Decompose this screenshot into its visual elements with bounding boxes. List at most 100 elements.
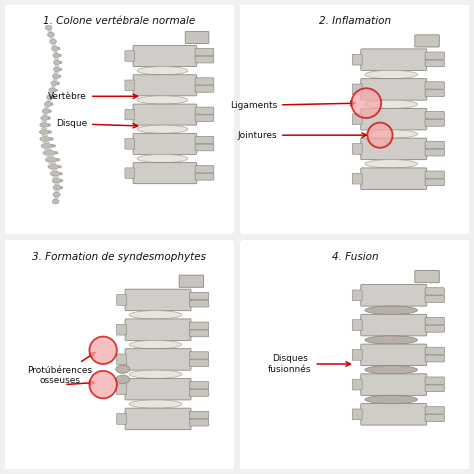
FancyBboxPatch shape [425,171,445,178]
Text: 4. Fusion: 4. Fusion [331,252,378,262]
FancyBboxPatch shape [361,374,427,395]
FancyBboxPatch shape [361,284,427,306]
Circle shape [90,371,117,398]
Ellipse shape [365,306,418,314]
Ellipse shape [46,157,57,162]
FancyBboxPatch shape [425,179,445,186]
Ellipse shape [51,86,55,87]
Ellipse shape [45,102,51,107]
Ellipse shape [54,51,58,53]
FancyBboxPatch shape [195,48,214,56]
Ellipse shape [365,100,418,109]
Ellipse shape [58,54,61,57]
FancyBboxPatch shape [425,407,445,414]
Ellipse shape [51,145,56,147]
Ellipse shape [54,197,59,199]
Ellipse shape [54,60,60,65]
Text: Ligaments: Ligaments [230,101,355,110]
FancyBboxPatch shape [425,385,445,392]
Ellipse shape [116,365,130,374]
Ellipse shape [43,114,47,115]
FancyBboxPatch shape [425,111,445,119]
FancyBboxPatch shape [425,415,445,421]
Ellipse shape [48,110,52,112]
FancyBboxPatch shape [195,166,214,173]
Ellipse shape [365,70,418,79]
Ellipse shape [41,116,49,120]
FancyBboxPatch shape [125,378,191,400]
Ellipse shape [39,129,49,134]
FancyBboxPatch shape [361,49,427,71]
Ellipse shape [52,46,58,51]
Ellipse shape [137,155,188,163]
FancyBboxPatch shape [361,314,427,336]
FancyBboxPatch shape [425,82,445,89]
Ellipse shape [365,160,418,168]
Ellipse shape [50,103,53,105]
Ellipse shape [59,179,63,182]
Text: Protúbérences
osseuses: Protúbérences osseuses [27,353,95,385]
FancyBboxPatch shape [117,324,127,335]
FancyBboxPatch shape [352,144,362,154]
Circle shape [351,88,381,118]
Ellipse shape [116,375,130,383]
Ellipse shape [52,199,59,204]
FancyBboxPatch shape [125,51,135,61]
FancyBboxPatch shape [352,349,362,360]
Circle shape [90,337,117,364]
Ellipse shape [56,82,59,84]
Text: Vertèbre: Vertèbre [48,92,137,101]
Ellipse shape [55,158,60,161]
FancyBboxPatch shape [133,75,197,96]
Ellipse shape [54,72,59,73]
Ellipse shape [53,152,58,154]
FancyBboxPatch shape [125,319,191,340]
Ellipse shape [53,74,59,79]
FancyBboxPatch shape [125,289,191,310]
FancyBboxPatch shape [361,168,427,190]
FancyBboxPatch shape [190,322,209,329]
FancyBboxPatch shape [352,379,362,390]
Ellipse shape [365,130,418,138]
FancyBboxPatch shape [133,163,197,184]
FancyBboxPatch shape [133,46,197,66]
Text: 3. Formation de syndesmophytes: 3. Formation de syndesmophytes [32,252,206,262]
Ellipse shape [365,395,418,404]
Ellipse shape [50,37,54,39]
FancyBboxPatch shape [185,32,209,44]
FancyBboxPatch shape [195,78,214,85]
Ellipse shape [41,144,53,148]
Ellipse shape [42,121,47,122]
Text: 2. Inflamation: 2. Inflamation [319,16,391,26]
FancyBboxPatch shape [425,318,445,325]
FancyBboxPatch shape [352,55,362,65]
Ellipse shape [129,400,182,408]
FancyBboxPatch shape [125,168,135,178]
Ellipse shape [55,58,59,60]
FancyBboxPatch shape [425,377,445,384]
FancyBboxPatch shape [361,109,427,130]
FancyBboxPatch shape [239,239,471,471]
Ellipse shape [365,336,418,344]
Ellipse shape [52,178,61,183]
Ellipse shape [57,47,60,50]
FancyBboxPatch shape [425,149,445,156]
Ellipse shape [49,93,54,94]
FancyBboxPatch shape [190,300,209,307]
FancyBboxPatch shape [425,52,445,59]
Ellipse shape [129,370,182,378]
Ellipse shape [57,165,62,168]
Ellipse shape [46,155,54,157]
Ellipse shape [47,131,52,133]
FancyBboxPatch shape [361,79,427,100]
FancyBboxPatch shape [195,115,214,121]
FancyBboxPatch shape [415,271,439,283]
Text: 1. Colone vertébrale normale: 1. Colone vertébrale normale [43,16,195,26]
FancyBboxPatch shape [190,382,209,389]
FancyBboxPatch shape [425,90,445,97]
Ellipse shape [58,75,61,78]
FancyBboxPatch shape [117,384,127,394]
FancyBboxPatch shape [425,60,445,67]
Ellipse shape [137,125,188,133]
Ellipse shape [45,25,52,30]
